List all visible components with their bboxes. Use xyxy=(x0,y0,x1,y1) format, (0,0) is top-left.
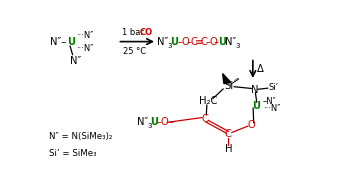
Text: N″: N″ xyxy=(225,37,236,47)
Text: U: U xyxy=(170,37,178,47)
Text: 3: 3 xyxy=(168,43,172,49)
Polygon shape xyxy=(223,74,231,84)
Text: –: – xyxy=(214,37,219,47)
Text: N″ = N(SiMe₃)₂: N″ = N(SiMe₃)₂ xyxy=(49,132,112,141)
Text: O: O xyxy=(248,120,255,129)
Text: Si’ = SiMe₃: Si’ = SiMe₃ xyxy=(49,149,96,158)
Text: ···N″: ···N″ xyxy=(263,104,280,113)
Text: ···N″: ···N″ xyxy=(76,44,93,53)
Text: H₂C: H₂C xyxy=(198,96,217,106)
Text: C: C xyxy=(225,129,232,139)
Text: –N″: –N″ xyxy=(263,97,277,106)
Text: C: C xyxy=(201,37,207,47)
Text: –: – xyxy=(186,37,191,47)
Text: –: – xyxy=(177,37,182,47)
Text: U: U xyxy=(150,117,158,127)
Text: 25 °C: 25 °C xyxy=(123,47,146,56)
Text: Si’: Si’ xyxy=(268,83,278,92)
Text: CO: CO xyxy=(140,28,153,37)
Text: –: – xyxy=(205,37,210,47)
Text: H: H xyxy=(225,144,232,154)
Text: 3: 3 xyxy=(236,43,240,49)
Text: O: O xyxy=(182,37,190,47)
Text: –O–: –O– xyxy=(157,117,175,127)
Text: N″: N″ xyxy=(70,56,82,66)
Text: O: O xyxy=(209,37,217,47)
Text: Si: Si xyxy=(224,81,233,91)
Text: ≡: ≡ xyxy=(195,37,204,47)
Text: N: N xyxy=(250,85,258,95)
Text: N″: N″ xyxy=(157,37,168,47)
Text: U: U xyxy=(253,101,261,111)
Text: 3: 3 xyxy=(148,123,153,129)
Text: ···N″: ···N″ xyxy=(76,31,93,40)
Text: U: U xyxy=(67,37,75,47)
Text: N″–: N″– xyxy=(50,37,66,47)
Text: C: C xyxy=(190,37,197,47)
Text: Δ: Δ xyxy=(257,64,264,74)
Text: C: C xyxy=(201,114,208,124)
Text: U: U xyxy=(218,37,226,47)
Text: 1 bar: 1 bar xyxy=(122,28,146,37)
Text: N″: N″ xyxy=(137,117,149,127)
